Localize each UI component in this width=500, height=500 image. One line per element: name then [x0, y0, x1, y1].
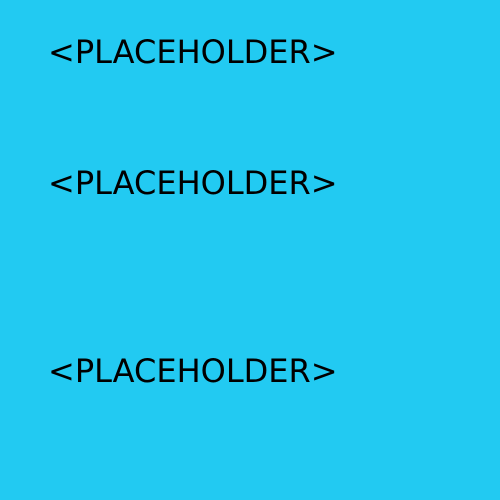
placeholder-text-3: <PLACEHOLDER> — [48, 352, 338, 390]
placeholder-text-1: <PLACEHOLDER> — [48, 33, 338, 71]
placeholder-text-2: <PLACEHOLDER> — [48, 164, 338, 202]
